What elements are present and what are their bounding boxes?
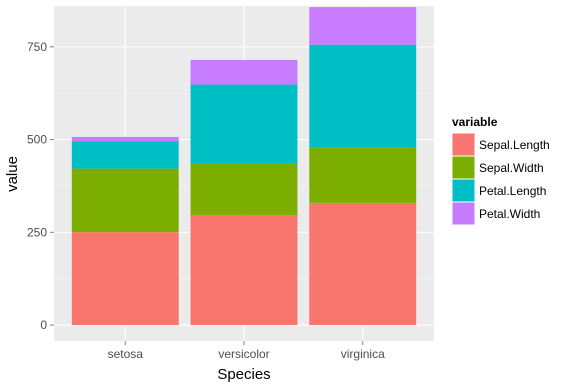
x-axis-ticks: setosa versicolor virginica [108,341,385,361]
bar-segment [190,59,298,85]
bar-segment [71,141,179,169]
bar-segment [71,168,179,233]
bar-segment [190,163,298,215]
bar-segment [309,44,417,148]
legend-label: Petal.Width [479,207,540,221]
x-axis-title: Species [217,366,270,383]
bar-segment [309,147,417,203]
bar-segment [309,202,417,326]
y-axis-ticks: 0 250 500 750 [27,40,54,332]
bar-segment [190,214,298,326]
bar-segment [309,7,417,45]
y-tick-label: 250 [27,225,47,239]
legend-key-swatch [452,179,475,202]
legend-title: variable [452,115,498,129]
legend-key-swatch [452,202,475,225]
x-tick-label: versicolor [218,347,269,361]
x-tick-label: setosa [108,347,144,361]
legend: variable Sepal.Length Sepal.Width Petal.Le… [451,115,550,226]
y-tick-label: 750 [27,40,47,54]
legend-key-swatch [452,133,475,156]
bar-stacks [71,7,417,326]
legend-label: Sepal.Width [479,161,544,175]
bar-segment [71,232,179,326]
legend-key-swatch [452,156,475,179]
x-tick-label: virginica [341,347,385,361]
y-tick-label: 500 [27,133,47,147]
y-axis-title: value [4,156,21,192]
legend-label: Petal.Length [479,184,546,198]
legend-label: Sepal.Length [479,138,550,152]
bar-segment [190,84,298,164]
y-tick-label: 0 [40,318,47,332]
bar-segment [71,136,179,142]
